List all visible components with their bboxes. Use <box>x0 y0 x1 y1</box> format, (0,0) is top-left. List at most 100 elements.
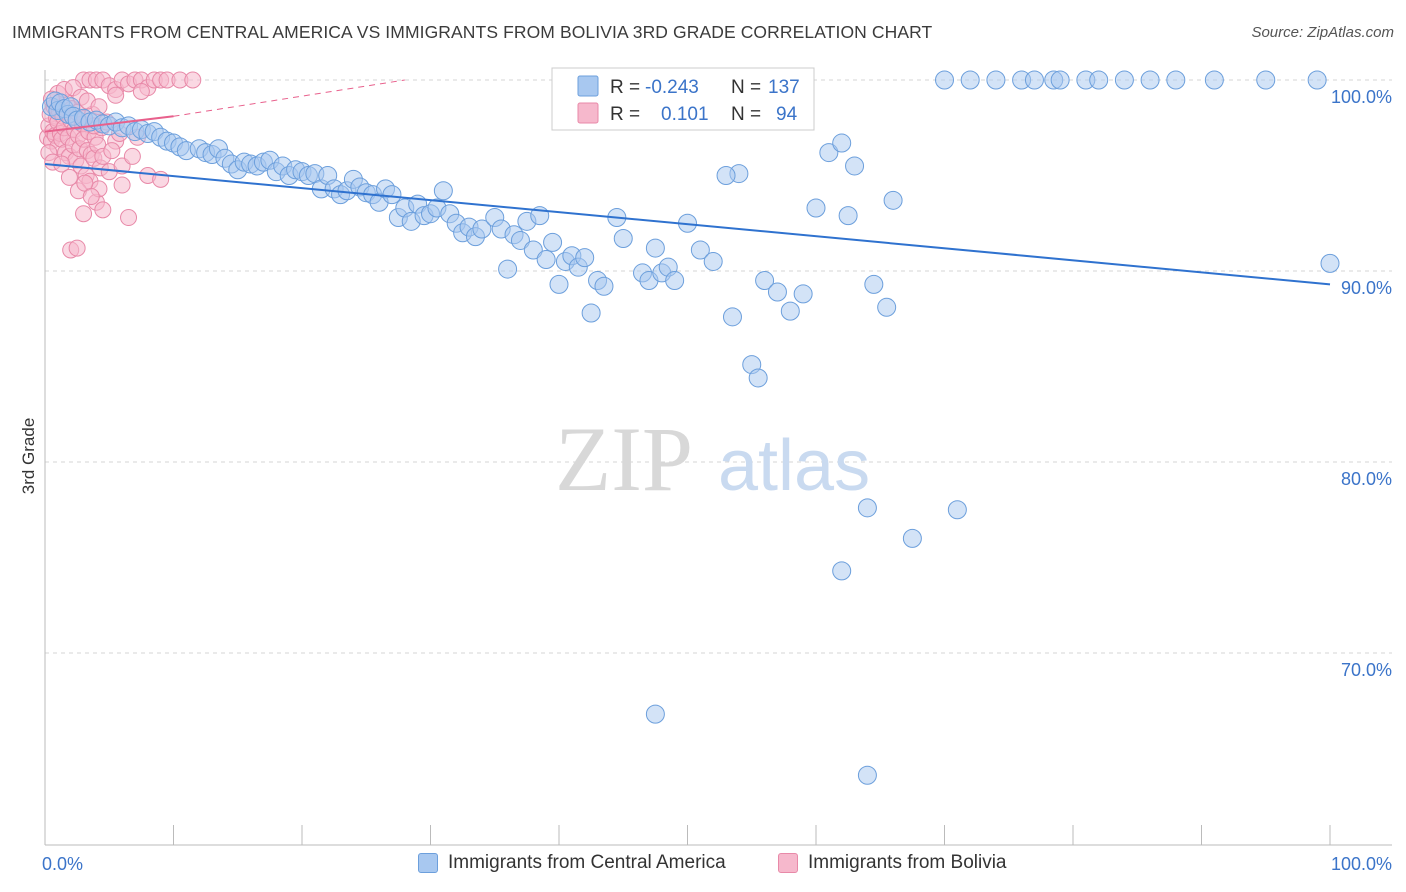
watermark-zip: ZIP <box>555 408 693 510</box>
legend-r-label-blue: R = <box>610 77 640 98</box>
data-point-bolivia <box>60 168 78 186</box>
data-point-central-america <box>510 230 530 250</box>
data-point-central-america <box>472 219 492 239</box>
data-point-central-america <box>755 271 775 291</box>
data-point-central-america <box>806 198 826 218</box>
x-tick-label: 100.0% <box>1331 854 1392 874</box>
data-point-central-america <box>1166 70 1186 90</box>
legend-label-bolivia: Immigrants from Bolivia <box>808 852 1007 873</box>
data-point-central-america <box>613 229 633 249</box>
data-point-central-america <box>645 238 665 258</box>
data-point-central-america <box>1256 70 1276 90</box>
data-point-central-america <box>690 240 710 260</box>
legend-n-value-pink: 94 <box>776 104 798 125</box>
data-point-central-america <box>575 248 595 268</box>
data-point-central-america <box>1140 70 1160 90</box>
data-point-central-america <box>536 250 556 270</box>
grid-lines <box>45 79 1392 654</box>
data-point-central-america <box>1320 253 1340 273</box>
data-point-central-america <box>883 190 903 210</box>
data-point-bolivia <box>132 82 150 100</box>
legend-item-central-america[interactable]: Immigrants from Central America <box>418 852 726 874</box>
data-point-central-america <box>986 70 1006 90</box>
legend-n-value-blue: 137 <box>768 77 800 98</box>
legend-item-bolivia[interactable]: Immigrants from Bolivia <box>778 852 1007 874</box>
y-axis-label: 3rd Grade <box>19 418 38 495</box>
legend-swatch-pink <box>577 102 599 124</box>
data-point-central-america <box>947 500 967 520</box>
correlation-legend: R = -0.243 N = 137 R = 0.101 N = 94 <box>551 67 815 131</box>
legend-n-label-pink: N = <box>731 104 761 125</box>
data-point-central-america <box>703 251 723 271</box>
data-point-central-america <box>832 561 852 581</box>
data-point-central-america <box>433 181 453 201</box>
data-point-central-america <box>543 232 563 252</box>
axes <box>44 70 1392 846</box>
data-point-bolivia <box>184 71 202 89</box>
data-point-bolivia <box>75 205 93 223</box>
y-tick-label: 100.0% <box>1331 87 1392 107</box>
data-point-bolivia <box>113 176 131 194</box>
y-tick-label: 80.0% <box>1341 469 1392 489</box>
data-point-bolivia <box>82 188 100 206</box>
trend-line-bolivia <box>44 115 174 133</box>
legend-n-label-blue: N = <box>731 77 761 98</box>
data-point-central-america <box>857 498 877 518</box>
data-point-bolivia <box>120 209 138 227</box>
watermark: ZIP atlas <box>555 408 870 510</box>
data-point-central-america <box>819 143 839 163</box>
data-point-central-america <box>594 276 614 296</box>
data-point-central-america <box>838 206 858 226</box>
data-point-bolivia <box>94 201 112 219</box>
data-point-central-america <box>767 282 787 302</box>
data-point-central-america <box>960 70 980 90</box>
x-tick-label: 0.0% <box>42 854 83 874</box>
data-point-central-america <box>1114 70 1134 90</box>
data-point-central-america <box>845 156 865 176</box>
data-point-central-america <box>864 274 884 294</box>
data-point-central-america <box>549 274 569 294</box>
data-point-bolivia <box>107 86 125 104</box>
data-point-central-america <box>857 765 877 785</box>
data-point-central-america <box>581 303 601 323</box>
data-point-central-america <box>1307 70 1327 90</box>
bolivia-points <box>39 71 202 259</box>
data-point-central-america <box>780 301 800 321</box>
y-tick-label: 70.0% <box>1341 660 1392 680</box>
data-point-central-america <box>1050 70 1070 90</box>
legend-swatch-central-america <box>418 853 438 873</box>
y-tick-label: 90.0% <box>1341 278 1392 298</box>
trend-line-central-america <box>44 163 1331 286</box>
data-point-central-america <box>935 70 954 90</box>
data-point-central-america <box>877 297 897 317</box>
data-point-central-america <box>722 307 742 327</box>
trend-extension-bolivia <box>173 79 405 117</box>
data-point-central-america <box>645 704 665 724</box>
data-point-central-america <box>382 185 402 205</box>
data-point-central-america <box>523 240 543 260</box>
trend-lines <box>44 79 1331 286</box>
data-point-central-america <box>1204 70 1224 90</box>
data-point-central-america <box>748 368 768 388</box>
legend-swatch-bolivia <box>778 853 798 873</box>
data-point-central-america <box>832 133 852 153</box>
legend-r-value-pink: 0.101 <box>661 104 709 125</box>
series-legend: Immigrants from Central America Immigran… <box>0 850 1406 880</box>
legend-r-label-pink: R = <box>610 104 640 125</box>
data-point-bolivia <box>68 239 86 257</box>
watermark-atlas: atlas <box>718 426 870 506</box>
data-point-central-america <box>1089 70 1109 90</box>
data-point-bolivia <box>123 147 141 165</box>
legend-swatch-blue <box>577 75 599 97</box>
legend-label-central-america: Immigrants from Central America <box>448 852 726 873</box>
data-point-central-america <box>716 166 736 185</box>
data-point-bolivia <box>103 142 121 160</box>
source-label: Source: ZipAtlas.com <box>1251 24 1394 41</box>
legend-r-value-blue: -0.243 <box>645 77 699 98</box>
tick-labels: 70.0% 80.0% 90.0% 100.0% 0.0% 100.0% <box>42 87 1392 874</box>
data-point-central-america <box>793 284 813 304</box>
data-point-central-america <box>498 259 518 279</box>
data-point-central-america <box>1024 70 1044 90</box>
data-point-central-america <box>902 528 922 548</box>
